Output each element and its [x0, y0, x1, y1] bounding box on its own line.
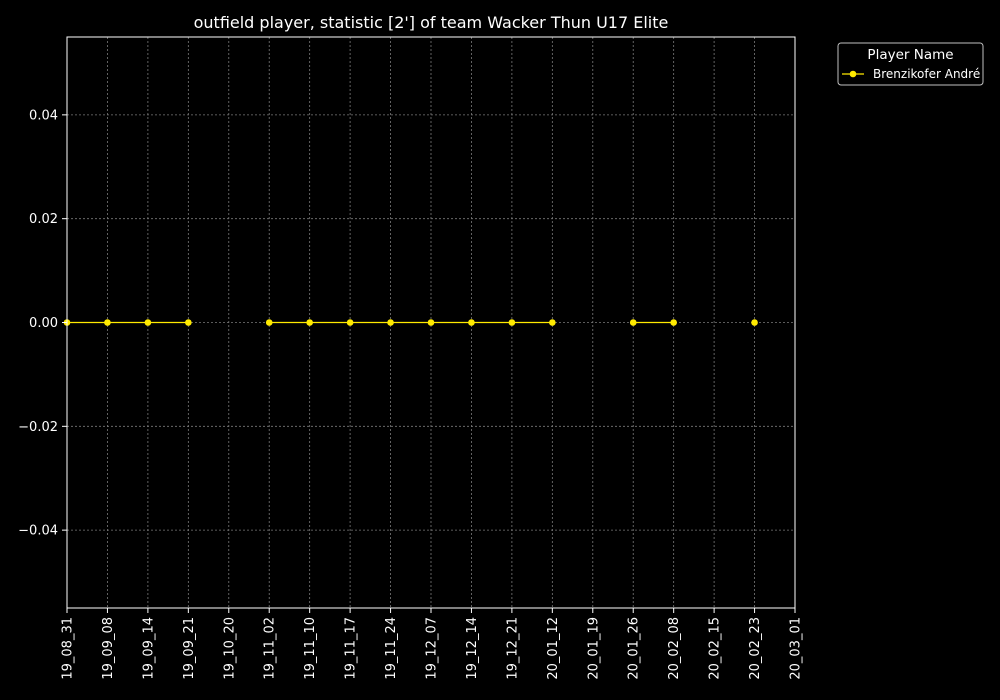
- data-point: [508, 319, 516, 326]
- y-tick-label: 0.00: [29, 316, 58, 331]
- series-layer: [63, 319, 758, 326]
- x-tick-label: 20_02_15: [708, 617, 723, 680]
- data-point: [144, 319, 152, 326]
- data-point: [104, 319, 111, 326]
- data-point: [265, 319, 273, 326]
- y-tick-label: −0.04: [18, 524, 58, 539]
- legend-entry-label: Brenzikofer André: [873, 67, 980, 81]
- data-point: [387, 319, 394, 326]
- plot-frame: [66, 36, 796, 609]
- data-point: [346, 319, 354, 326]
- y-tick-label: −0.02: [18, 420, 58, 435]
- x-tick-label: 20_01_12: [546, 617, 561, 680]
- data-point: [427, 319, 435, 326]
- legend-marker: [849, 70, 857, 78]
- chart-title: outfield player, statistic [2'] of team …: [194, 13, 669, 32]
- x-tick-label: 19_08_31: [61, 617, 76, 680]
- x-tick-label: 19_12_14: [465, 617, 480, 680]
- x-tick-label: 19_12_21: [505, 617, 520, 680]
- x-tick-label: 19_11_02: [263, 617, 278, 680]
- x-tick-label: 19_09_08: [101, 617, 116, 680]
- x-tick-label: 20_02_08: [667, 617, 682, 680]
- x-tick-label: 20_03_01: [789, 617, 804, 680]
- data-point: [670, 319, 677, 326]
- x-tick-label: 19_09_14: [141, 617, 156, 680]
- x-tick-label: 19_09_21: [182, 617, 197, 680]
- x-tick-label: 19_12_07: [425, 617, 440, 680]
- x-tick-label: 19_11_17: [344, 617, 359, 680]
- data-point: [629, 319, 637, 326]
- data-point: [549, 319, 556, 326]
- legend-box: [837, 42, 984, 86]
- data-point: [306, 319, 313, 326]
- x-tick-label: 19_11_24: [384, 617, 399, 680]
- data-point: [468, 319, 475, 326]
- x-tick-label: 20_01_19: [586, 617, 601, 680]
- legend: Player Name Brenzikofer André: [837, 42, 984, 86]
- x-tick-label: 20_02_23: [748, 617, 763, 680]
- legend-title: Player Name: [867, 47, 953, 63]
- y-tick-label: 0.02: [29, 212, 58, 227]
- x-tick-label: 20_01_26: [627, 617, 642, 680]
- data-point: [751, 319, 758, 326]
- x-tick-label: 19_10_20: [222, 617, 237, 680]
- x-tick-label: 19_11_10: [303, 617, 318, 680]
- y-tick-label: 0.04: [29, 108, 58, 123]
- axes: −0.04 −0.02 0.00 0.02 0.04 19_08_31 19_09_08 19…: [18, 36, 804, 680]
- data-point: [185, 319, 192, 326]
